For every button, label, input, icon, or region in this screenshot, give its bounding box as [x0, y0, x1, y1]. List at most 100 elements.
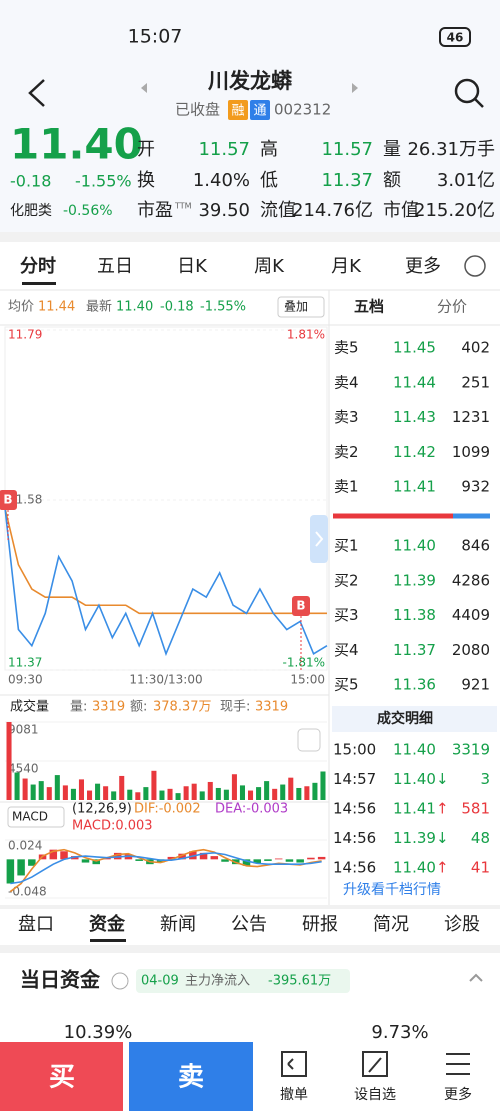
chart-tab[interactable]: 五日 — [97, 256, 133, 277]
prev-stock[interactable] — [141, 83, 147, 93]
fullscreen-button[interactable] — [297, 728, 321, 752]
chart-tab[interactable]: 更多 — [405, 256, 441, 277]
price-line — [4, 508, 328, 657]
sell-button[interactable] — [129, 1042, 253, 1111]
field-value: 11.57 — [321, 139, 373, 160]
buy-button[interactable] — [0, 1042, 123, 1111]
chart-tab[interactable]: 周K — [254, 256, 285, 277]
buy-label[interactable]: 买 — [49, 1063, 75, 1093]
detail-tab[interactable]: 公告 — [231, 914, 267, 935]
action-label[interactable]: 撤单 — [280, 1087, 308, 1103]
sell-label[interactable]: 卖 — [178, 1063, 204, 1093]
volume-bar — [159, 790, 165, 800]
search-button[interactable] — [454, 78, 480, 104]
collapse-icon[interactable] — [469, 973, 483, 982]
latest-change: -0.18 — [160, 300, 194, 315]
x-tick-label: 15:00 — [290, 673, 325, 687]
y-tick-label: 11.37 — [8, 656, 42, 670]
detail-tab[interactable]: 研报 — [302, 914, 338, 935]
macd-bar — [253, 859, 261, 864]
upgrade-link[interactable]: 升级看千档行情 — [343, 882, 441, 898]
funds-pct: 10.39% — [64, 1022, 133, 1043]
tab-underline — [22, 282, 56, 285]
y-tick-label: 0.024 — [8, 839, 42, 853]
field-label: 额 — [383, 170, 401, 191]
field-value: 11.57 — [198, 139, 250, 160]
market-status: 已收盘 — [175, 101, 220, 119]
macd-bar — [296, 859, 304, 863]
book-tab[interactable]: 分价 — [437, 298, 467, 316]
macd-label[interactable]: MACD — [12, 810, 48, 824]
volume-bar — [272, 788, 278, 800]
expand-tab[interactable] — [310, 515, 328, 563]
volume-bar — [167, 788, 173, 800]
latest-change-pct: -1.55% — [200, 300, 246, 315]
chart-tab[interactable]: 分时 — [20, 256, 56, 277]
book-level: 买4 — [334, 641, 359, 659]
help-icon[interactable] — [111, 972, 129, 990]
field-value: 39.50 — [198, 200, 250, 221]
macd-bar — [28, 859, 36, 866]
field-value: 11.37 — [321, 170, 373, 191]
book-level: 卖1 — [334, 478, 359, 496]
badge-bg — [250, 100, 270, 120]
macd-button[interactable] — [7, 806, 65, 828]
overlay-label[interactable]: 叠加 — [284, 300, 308, 314]
dea-line — [10, 852, 322, 885]
trade-marker-label: B — [3, 493, 12, 507]
book-volume: 2080 — [452, 641, 490, 659]
macd-value: MACD:0.003 — [72, 819, 153, 834]
y-tick-label: 9081 — [8, 723, 39, 737]
volume-bar — [119, 775, 125, 800]
volume-bar — [70, 788, 76, 800]
clock: 15:07 — [128, 26, 183, 48]
detail-tab[interactable]: 资金 — [89, 913, 126, 935]
separator — [0, 905, 500, 909]
chart-tab[interactable]: 月K — [331, 256, 362, 277]
macd-bar — [221, 859, 229, 862]
field-sup: TTM — [174, 202, 192, 211]
book-price: 11.45 — [393, 339, 436, 357]
book-volume: 402 — [461, 339, 490, 357]
volume-bar — [231, 774, 237, 800]
avg-label: 均价 — [8, 300, 34, 315]
book-tab[interactable]: 五档 — [354, 298, 384, 316]
book-price: 11.41 — [393, 478, 436, 496]
volume-label[interactable]: 成交量 — [10, 699, 49, 715]
detail-tab[interactable]: 盘口 — [18, 914, 54, 935]
volume-stat-value: 3319 — [92, 700, 125, 715]
next-stock[interactable] — [352, 83, 358, 93]
macd-bar — [124, 854, 133, 860]
macd-bar — [307, 857, 315, 860]
action-label[interactable]: 更多 — [444, 1086, 472, 1103]
detail-tab[interactable]: 新闻 — [160, 914, 196, 935]
macd-bar — [60, 851, 68, 860]
detail-tab[interactable]: 简况 — [373, 914, 409, 935]
trade-marker — [292, 596, 310, 616]
macd-bar — [113, 852, 122, 860]
book-level: 买2 — [334, 571, 359, 589]
overlay-button[interactable] — [277, 296, 325, 318]
trade-marker — [0, 490, 17, 510]
action-label[interactable]: 设自选 — [354, 1087, 396, 1103]
settings-icon[interactable] — [464, 255, 486, 277]
field-label: 开 — [137, 139, 155, 160]
macd-bar — [49, 849, 58, 860]
detail-tab[interactable]: 诊股 — [444, 914, 480, 935]
trade-time: 14:56 — [333, 829, 376, 847]
trade-time: 14:56 — [333, 800, 376, 818]
book-level: 买3 — [334, 606, 359, 624]
book-volume: 251 — [461, 373, 490, 391]
book-price: 11.39 — [393, 571, 436, 589]
book-price: 11.37 — [393, 641, 436, 659]
back-button[interactable] — [28, 79, 45, 107]
macd-bar — [210, 856, 219, 860]
volume-bar — [304, 786, 310, 800]
sector-change[interactable]: -0.56% — [63, 203, 113, 219]
last-price: 11.40 — [10, 120, 143, 169]
y-tick-label: -0.048 — [8, 885, 47, 899]
chart-tab[interactable]: 日K — [177, 256, 208, 277]
volume-bar — [14, 772, 20, 800]
volume-bar — [320, 771, 326, 800]
